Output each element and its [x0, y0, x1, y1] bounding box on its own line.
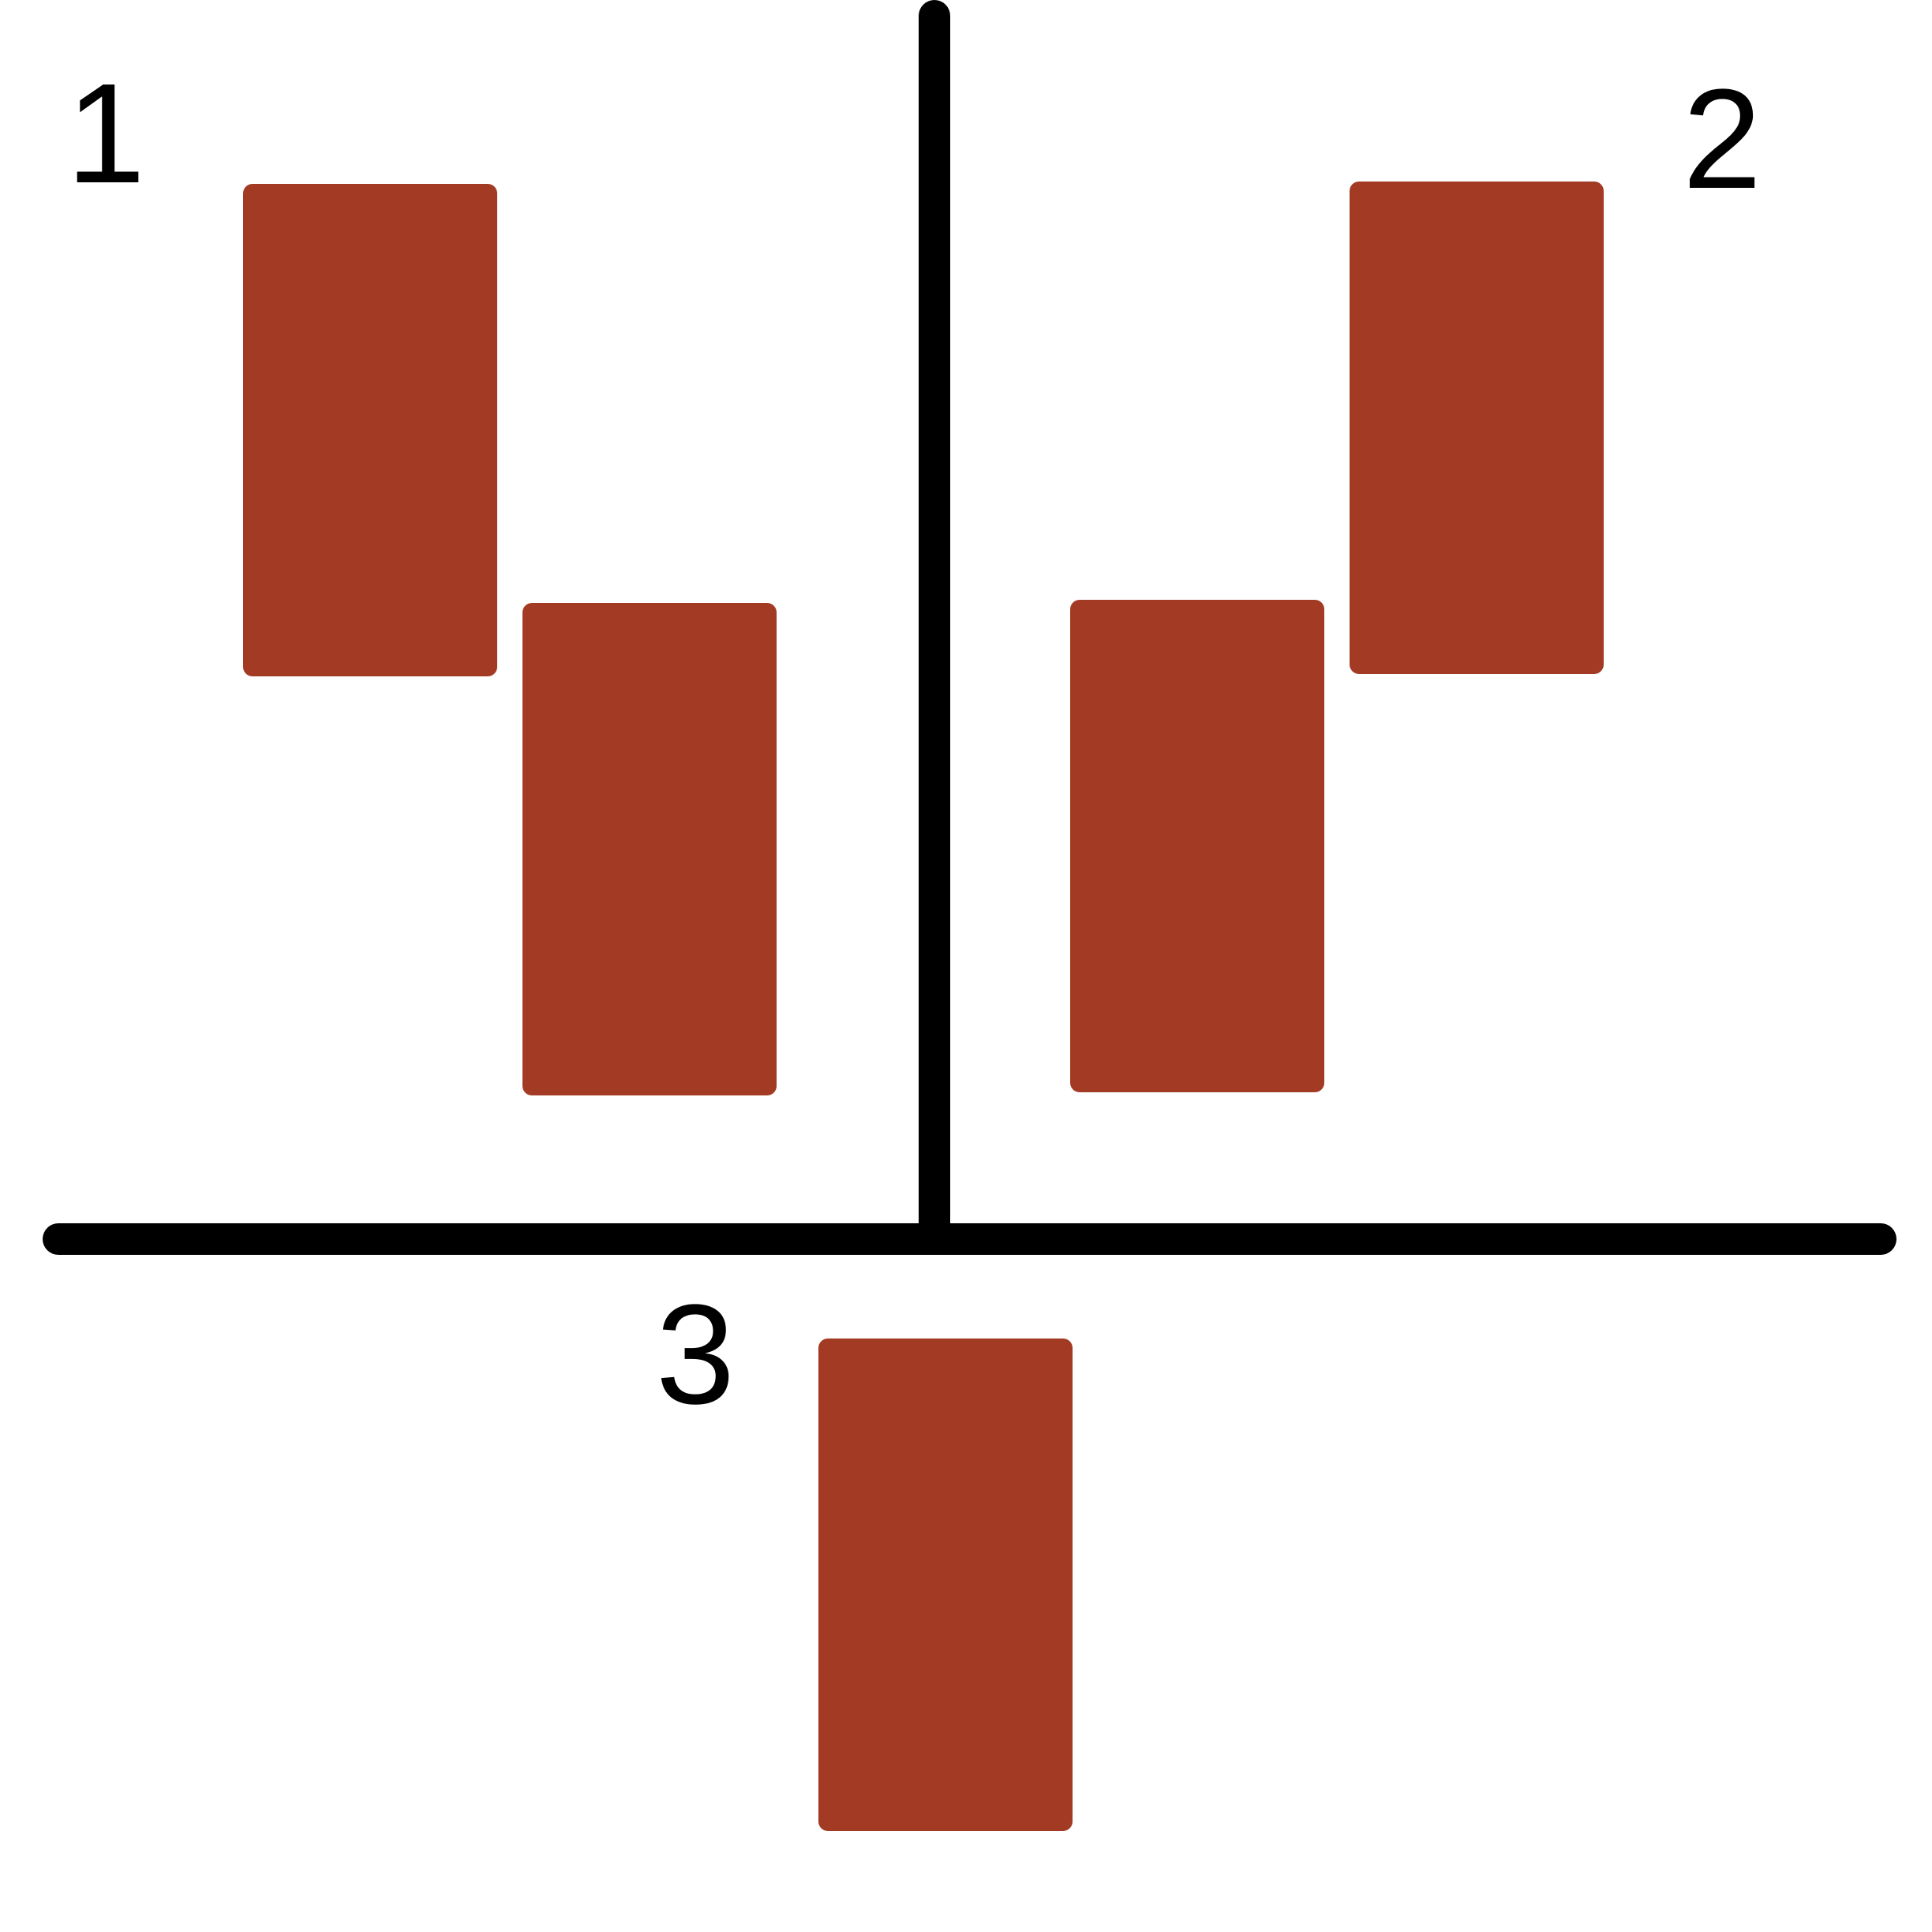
label-2: 2	[1683, 60, 1762, 219]
quadrant-2-block-lower	[1070, 600, 1324, 1092]
quadrant-1-block-upper	[243, 184, 497, 676]
label-1: 1	[66, 54, 145, 213]
label-3: 3	[656, 1275, 735, 1434]
quadrant-3-block	[818, 1339, 1073, 1831]
quadrant-1-block-lower	[522, 603, 777, 1095]
quadrant-2-block-upper	[1350, 182, 1604, 674]
